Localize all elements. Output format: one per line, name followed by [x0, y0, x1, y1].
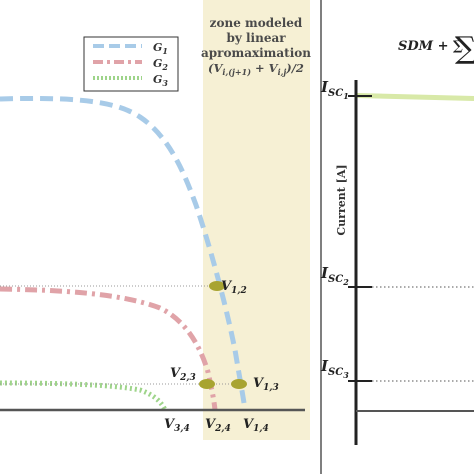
marker-v12 — [209, 281, 225, 291]
marker-v13 — [231, 379, 247, 389]
linear-zone-band — [203, 0, 310, 440]
sum-symbol: ∑ — [455, 31, 474, 66]
zone-title-line2: by linear — [226, 31, 286, 45]
label-isc2: ISC2 — [320, 264, 349, 287]
label-v34: V3,4 — [164, 417, 190, 434]
label-v23: V2,3 — [170, 366, 196, 383]
marker-v23 — [199, 379, 215, 389]
curve-g2 — [0, 286, 218, 411]
isc1-current-band — [357, 93, 474, 101]
curve-g3 — [0, 380, 168, 412]
zone-title-line1: zone modeled — [210, 16, 303, 30]
curve-g1 — [0, 95, 248, 411]
right-formula: SDM + ∑ — [398, 39, 463, 54]
label-isc3: ISC3 — [320, 357, 349, 380]
label-isc1: ISC1 — [320, 78, 349, 101]
current-axis-label: Current [A] — [335, 164, 348, 235]
zone-title-line3: apromaximation — [201, 46, 311, 60]
